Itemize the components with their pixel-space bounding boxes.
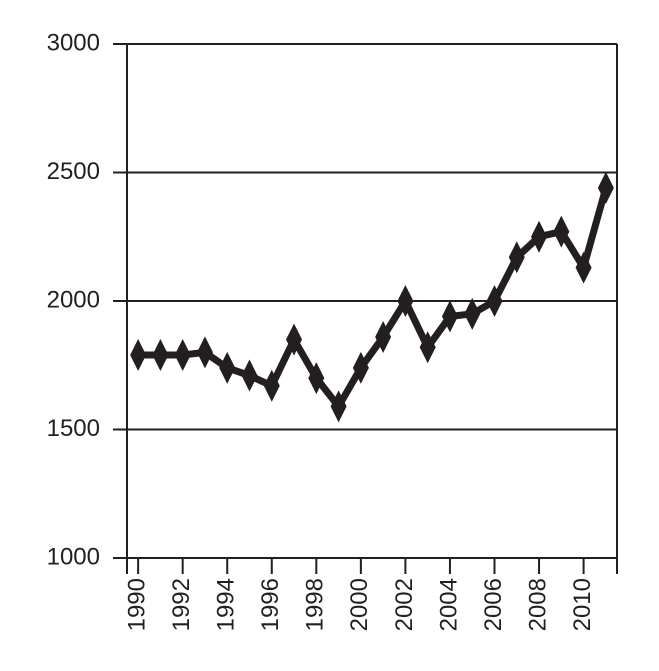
- x-tick-label: 1998: [302, 578, 329, 631]
- x-tick-label: 2000: [346, 578, 373, 631]
- x-tick-label: 2010: [569, 578, 596, 631]
- marker: [441, 300, 458, 333]
- marker: [464, 297, 481, 330]
- x-tick-label: 1994: [213, 578, 240, 631]
- marker: [330, 390, 347, 423]
- x-tick-label: 1992: [168, 578, 195, 631]
- marker: [531, 220, 548, 253]
- line: [138, 186, 610, 413]
- marker: [419, 331, 436, 364]
- marker: [352, 351, 369, 384]
- marker: [130, 338, 147, 371]
- y-tick-label: 2000: [47, 286, 100, 313]
- marker: [286, 323, 303, 356]
- x-tick-label: 2004: [435, 578, 462, 631]
- y-tick-label: 3000: [47, 29, 100, 56]
- marker: [308, 362, 325, 395]
- marker: [397, 285, 414, 317]
- marker: [553, 215, 570, 248]
- marker: [241, 359, 258, 392]
- y-tick-label: 2500: [47, 158, 100, 185]
- marker: [174, 338, 191, 371]
- marker: [263, 369, 280, 402]
- x-tick-label: 1990: [123, 578, 150, 631]
- x-tick-label: 2008: [524, 578, 551, 631]
- marker: [508, 241, 525, 274]
- marker: [152, 338, 169, 371]
- marker: [375, 320, 392, 353]
- marker: [196, 336, 213, 369]
- marker: [597, 171, 614, 204]
- y-tick-label: 1000: [47, 543, 100, 570]
- y-tick-label: 1500: [47, 415, 100, 442]
- x-tick-label: 1996: [257, 578, 284, 631]
- marker: [219, 351, 236, 384]
- x-tick-label: 2006: [480, 578, 507, 631]
- marker: [486, 285, 503, 317]
- x-tick-label: 2002: [391, 578, 418, 631]
- marker: [575, 251, 592, 284]
